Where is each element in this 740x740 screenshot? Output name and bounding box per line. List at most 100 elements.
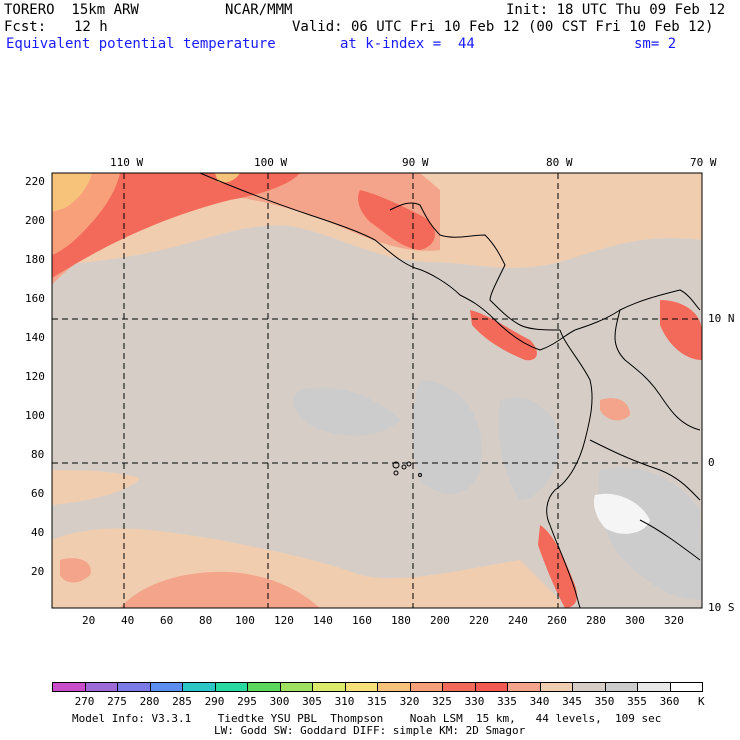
y-tick: 160 [25, 292, 45, 305]
salmon-patch-south [120, 571, 320, 608]
lat-label-equator: 0 [708, 456, 715, 469]
galapagos-island-2 [401, 464, 407, 470]
y-tick: 200 [25, 214, 45, 227]
colorbar-label: 305 [302, 695, 322, 708]
colorbar-swatch [377, 682, 411, 692]
field-name: Equivalent potential temperature [6, 36, 276, 52]
colorbar-label: 270 [74, 695, 95, 708]
colorbar-swatch [604, 682, 638, 692]
x-tick: 260 [547, 614, 567, 627]
colorbar-swatch [539, 682, 573, 692]
model-title: TORERO 15km ARW [4, 2, 139, 18]
yellow-patch-nw [52, 173, 92, 212]
y-tick: 20 [31, 565, 45, 578]
lat-label-10n: 10 N [708, 312, 735, 325]
red-patch-central-america [358, 190, 435, 250]
x-tick: 100 [235, 614, 255, 627]
galapagos-island-4 [406, 461, 412, 467]
x-tick: 280 [586, 614, 606, 627]
central-america-coast-caribbean [389, 202, 561, 331]
y-tick: 80 [31, 448, 45, 461]
colorbar-swatch [182, 682, 216, 692]
colorbar-label: 330 [464, 695, 485, 708]
colombia-border [614, 309, 701, 431]
colorbar-swatch [344, 682, 378, 692]
x-tick: 200 [430, 614, 450, 627]
colorbar-swatch [84, 682, 118, 692]
org-label: NCAR/MMM [225, 2, 293, 18]
x-tick: 240 [508, 614, 528, 627]
grey-zone-1 [293, 387, 400, 436]
galapagos-island-3 [393, 470, 399, 476]
x-tick: 80 [199, 614, 213, 627]
colorbar-swatch [474, 682, 508, 692]
physics-info-line: LW: Godd SW: Goddard DIFF: simple KM: 2D… [214, 724, 526, 737]
valid-time: Valid: 06 UTC Fri 10 Feb 12 (00 CST Fri … [292, 19, 714, 35]
colorbar-label: 280 [139, 695, 160, 708]
colombia-coast-north [574, 289, 701, 331]
forecast-label: Fcst: [4, 19, 47, 35]
colorbar-label: 285 [172, 695, 192, 708]
red-patch-peru-coast [538, 525, 577, 608]
model-info-line: Model Info: V3.3.1 Tiedtke YSU PBL Thomp… [72, 712, 662, 725]
y-tick: 60 [31, 487, 45, 500]
grey-zone-2 [412, 380, 482, 494]
colorbar-label: 315 [367, 695, 387, 708]
x-tick: 20 [82, 614, 96, 627]
lon-label-100w: 100 W [254, 156, 288, 169]
colorbar-label: 340 [529, 695, 550, 708]
x-tick: 40 [121, 614, 135, 627]
lon-label-80w: 80 W [546, 156, 573, 169]
map-frame [51, 172, 703, 609]
x-tick: 120 [274, 614, 294, 627]
colorbar-label: 310 [334, 695, 355, 708]
colorbar-swatch [247, 682, 281, 692]
colorbar-swatch [637, 682, 671, 692]
x-tick: 140 [313, 614, 333, 627]
colorbar-swatch [572, 682, 606, 692]
colorbar-swatch [507, 682, 541, 692]
forecast-hour: 12 h [74, 19, 108, 35]
lat-label-10s: 10 S [708, 601, 735, 614]
colorbar-swatch [669, 682, 703, 692]
level-info: at k-index = 44 [340, 36, 475, 52]
colorbar-label: 290 [204, 695, 225, 708]
y-tick: 180 [25, 253, 45, 266]
colorbar-label: 275 [107, 695, 127, 708]
red-patch-costa-rica [470, 310, 537, 361]
salmon-patch-sw [60, 558, 91, 583]
colorbar-swatch [409, 682, 443, 692]
colorbar-swatch [442, 682, 476, 692]
y-tick: 120 [25, 370, 45, 383]
y-tick: 100 [25, 409, 45, 422]
y-tick: 40 [31, 526, 45, 539]
colorbar-label: 300 [269, 695, 290, 708]
south-america-pacific-coast [546, 329, 593, 608]
colorbar-swatch [312, 682, 346, 692]
x-tick: 160 [352, 614, 372, 627]
galapagos-island-5 [418, 473, 422, 477]
y-tick: 140 [25, 331, 45, 344]
colorbar-unit: K [698, 695, 705, 708]
theta-e-field [52, 173, 702, 608]
x-tick: 60 [160, 614, 174, 627]
colorbar-swatch [214, 682, 248, 692]
colorbar-label: 355 [627, 695, 647, 708]
x-tick: 220 [469, 614, 489, 627]
colorbar-label: 320 [399, 695, 420, 708]
peru-border [639, 519, 701, 561]
lon-label-70w: 70 W [690, 156, 717, 169]
x-tick: 300 [625, 614, 645, 627]
grey-zone-3 [498, 397, 560, 500]
colorbar-label: 360 [659, 695, 680, 708]
colorbar-swatch [149, 682, 183, 692]
white-zone [594, 493, 650, 534]
galapagos-island-1 [392, 461, 400, 469]
central-america-coast-pacific [199, 173, 576, 351]
red-band-nw [52, 173, 300, 278]
colorbar-label: 345 [562, 695, 582, 708]
yellow-patch-n [215, 173, 240, 183]
colorbar-swatch [52, 682, 86, 692]
colorbar-label: 295 [237, 695, 257, 708]
